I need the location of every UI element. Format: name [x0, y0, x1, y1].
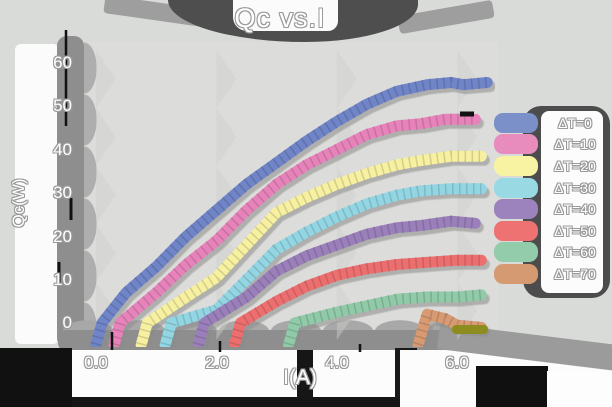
legend: ΔT=0 ΔT=10 ΔT=20 ΔT=30 ΔT=40 ΔT=50 ΔT=60… [494, 112, 612, 285]
series-ΔT=40-line [192, 215, 481, 347]
legend-label: ΔT=50 [554, 222, 596, 239]
y-tick-10: 10 [53, 270, 72, 289]
y-axis-scallop-edge [84, 42, 97, 346]
legend-label: ΔT=0 [558, 114, 592, 131]
legend-swatch [494, 263, 538, 284]
legend-label: ΔT=60 [554, 244, 596, 261]
legend-swatch [494, 112, 538, 133]
bottom-left-ink-blot [0, 348, 72, 407]
y-tick-0: 0 [62, 313, 72, 332]
series-ΔT=60-line [283, 289, 487, 347]
y-tick-40: 40 [53, 140, 72, 159]
bottom-ink-strip [72, 397, 448, 407]
legend-label: ΔT=70 [554, 265, 596, 282]
y-tick-60: 60 [53, 53, 72, 72]
series-ΔT=50-line [228, 254, 487, 347]
series-ΔT=30-line [159, 182, 487, 347]
legend-item: ΔT=20 [494, 155, 612, 177]
bottom-right-highlight-blob [547, 371, 612, 407]
series-ΔT=10-line [108, 113, 481, 347]
y-tick-20: 20 [53, 227, 72, 246]
legend-swatch [494, 177, 538, 198]
y-axis-highlight-blob [15, 44, 59, 344]
legend-label: ΔT=20 [554, 157, 596, 174]
legend-label: ΔT=40 [554, 201, 596, 218]
legend-item: ΔT=60 [494, 242, 612, 264]
legend-highlight-blob [541, 111, 603, 293]
x-tick-2: 2.0 [205, 353, 229, 372]
y-tick-50: 50 [53, 96, 72, 115]
x-tick-0: 0.0 [84, 353, 108, 372]
legend-swatch [494, 155, 538, 176]
series-ΔT=0-line [90, 76, 493, 347]
x-tick-6: 6.0 [445, 353, 469, 372]
legend-item: ΔT=70 [494, 263, 612, 285]
ink-marks [57, 30, 474, 352]
legend-swatch [494, 134, 538, 155]
x-axis-label: I(A) [283, 366, 317, 389]
title-highlight-blob [233, 0, 338, 31]
chart-title: Qc vs.I [234, 3, 326, 33]
series-ΔT=20-line [135, 150, 487, 347]
legend-label: ΔT=10 [554, 136, 596, 153]
legend-swatch [494, 220, 538, 241]
ink-patch [297, 350, 313, 398]
legend-label: ΔT=30 [554, 179, 596, 196]
legend-item: ΔT=40 [494, 198, 612, 220]
y-axis-band [57, 36, 84, 348]
bottom-right-ink-blot [476, 366, 548, 407]
y-tick-30: 30 [53, 183, 72, 202]
olive-stroke-artifact [452, 325, 488, 334]
legend-item: ΔT=10 [494, 134, 612, 156]
x-tick-4: 4.0 [325, 353, 349, 372]
legend-swatch [494, 199, 538, 220]
legend-swatch [494, 242, 538, 263]
legend-item: ΔT=50 [494, 220, 612, 242]
legend-item: ΔT=30 [494, 177, 612, 199]
legend-item: ΔT=0 [494, 112, 612, 134]
